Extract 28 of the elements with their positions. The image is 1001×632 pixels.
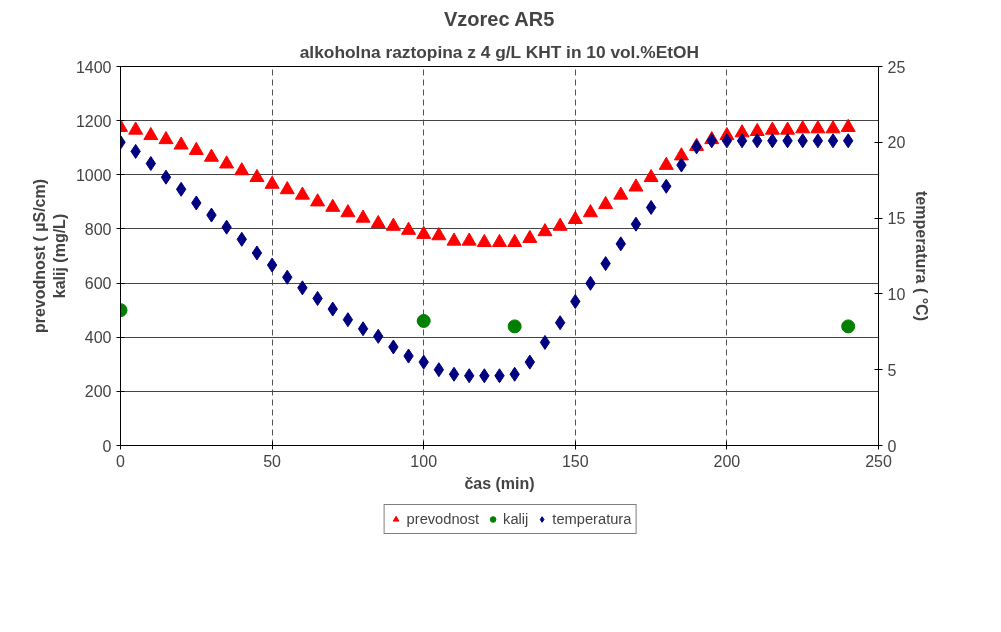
y-tick-label: 1200 xyxy=(75,112,112,130)
y-tick-label: 1400 xyxy=(75,58,112,76)
y2-tick-label: 25 xyxy=(887,58,906,76)
y2-tick-label: 10 xyxy=(887,285,906,303)
y2-tick-label: 5 xyxy=(887,361,897,379)
legend-label: kalij xyxy=(503,511,529,527)
y-axis-title: prevodnost ( µS/cm) kalij (mg/L) xyxy=(30,178,68,334)
legend-label: temperatura xyxy=(552,511,632,527)
x-tick-label: 50 xyxy=(263,452,282,470)
y-tick-label: 0 xyxy=(102,437,112,455)
y2-tick-label: 0 xyxy=(887,437,897,455)
y-tick-label: 800 xyxy=(84,220,112,238)
legend-label: prevodnost xyxy=(406,511,480,527)
x-tick-label: 150 xyxy=(561,452,589,470)
x-tick-label: 250 xyxy=(865,452,892,470)
y2-tick-label: 20 xyxy=(887,134,906,152)
y-tick-label: 400 xyxy=(84,329,112,347)
y2-tick-label: 15 xyxy=(887,210,906,228)
y-tick-label: 1000 xyxy=(75,166,112,184)
y-tick-label: 200 xyxy=(84,383,112,401)
chart-subtitle: alkoholna raztopina z 4 g/L KHT in 10 vol.%EtOH xyxy=(299,41,699,62)
x-tick-label: 200 xyxy=(713,452,741,470)
x-tick-label: 0 xyxy=(116,452,126,470)
x-tick-label: 100 xyxy=(410,452,438,470)
y2-axis-title: temperatura ( °C) xyxy=(913,191,931,321)
x-axis-title: čas (min) xyxy=(464,474,535,492)
chart-title: Vzorec AR5 xyxy=(443,7,555,30)
y-tick-label: 600 xyxy=(84,275,112,293)
